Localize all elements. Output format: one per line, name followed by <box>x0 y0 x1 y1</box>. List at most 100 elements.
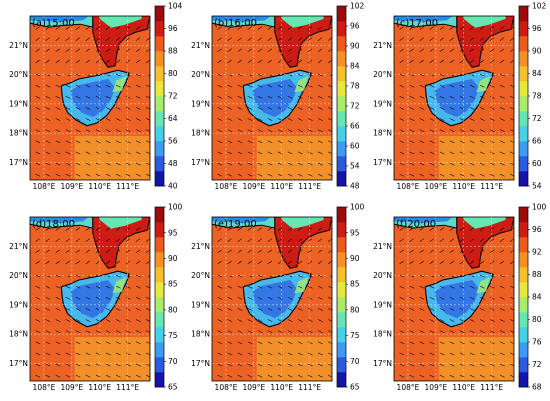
lat-tick-label: 17°N <box>191 158 210 167</box>
panel-title: (e)19:00 <box>214 219 257 230</box>
colorbar-segment <box>337 342 346 358</box>
lat-tick-label: 18°N <box>9 129 28 138</box>
colorbar-segment <box>519 267 528 283</box>
colorbar-segment <box>337 51 346 67</box>
panel-title: (b)16:00 <box>214 18 257 29</box>
southern-high-band <box>438 337 514 381</box>
colorbar-segment <box>337 267 346 283</box>
lon-tick-label: 110°E <box>452 383 475 392</box>
colorbar-segment <box>155 156 164 172</box>
panel-svg: (d)18:00 21°N 20°N 19°N 18°N 17°N 108°E 109°E 11… <box>9 203 183 392</box>
colorbar-segment <box>337 171 346 187</box>
lat-tick-label: 21°N <box>9 242 28 251</box>
map-field <box>212 217 332 381</box>
colorbar-tick-label: 80 <box>168 305 178 314</box>
colorbar-segment <box>519 6 528 22</box>
colorbar-segment <box>337 156 346 172</box>
colorbar-tick-label: 48 <box>168 159 178 168</box>
colorbar-tick-label: 80 <box>168 69 178 78</box>
lat-tick-label: 19°N <box>9 300 28 309</box>
panel-svg: (c)17:00 21°N 20°N 19°N 18°N 17°N 108°E 109°E 11… <box>373 2 547 191</box>
colorbar-tick-label: 75 <box>168 331 178 340</box>
lon-tick-label: 109°E <box>60 182 83 191</box>
lon-tick-label: 110°E <box>452 182 475 191</box>
map-frame <box>29 15 151 181</box>
map-frame <box>393 216 515 382</box>
colorbar-segment <box>155 81 164 97</box>
colorbar-segment <box>519 342 528 358</box>
colorbar-segment <box>337 81 346 97</box>
colorbar-tick-label: 90 <box>168 254 178 263</box>
lat-tick-label: 17°N <box>9 158 28 167</box>
colorbar-tick-label: 40 <box>168 182 178 191</box>
island-interior <box>70 280 116 318</box>
colorbar-segment <box>519 312 528 328</box>
colorbar-tick-label: 100 <box>168 203 183 212</box>
lat-tick-label: 18°N <box>191 330 210 339</box>
lat-tick-label: 18°N <box>9 330 28 339</box>
colorbar-segment <box>155 21 164 37</box>
panel-svg: (a)15:00 21°N 20°N 19°N 18°N 17°N 108°E 109°E 11… <box>9 2 183 191</box>
gridlines <box>212 217 332 381</box>
colorbar-segment <box>519 96 528 112</box>
lon-tick-label: 111°E <box>298 182 321 191</box>
colorbar-tick-label: 85 <box>350 280 360 289</box>
island-interior <box>434 79 480 117</box>
colorbar-tick-label: 95 <box>168 228 178 237</box>
panel-title: (d)18:00 <box>32 219 75 230</box>
panel-a: (a)15:00 21°N 20°N 19°N 18°N 17°N 108°E 109°E 11… <box>2 2 184 198</box>
colorbar-tick-label: 84 <box>532 293 542 302</box>
colorbar-tick-label: 72 <box>350 102 360 111</box>
colorbar-segment <box>519 111 528 127</box>
lon-tick-label: 111°E <box>116 182 139 191</box>
panel-title: (f)20:00 <box>396 219 436 230</box>
colorbar-segment <box>519 372 528 388</box>
map-frame <box>29 216 151 382</box>
lat-tick-label: 19°N <box>191 99 210 108</box>
colorbar-segment <box>155 297 164 313</box>
lon-tick-label: 111°E <box>116 383 139 392</box>
lat-tick-label: 17°N <box>191 359 210 368</box>
colorbar-segment <box>519 207 528 223</box>
colorbar-tick-label: 104 <box>168 2 183 11</box>
lat-tick-label: 21°N <box>373 242 392 251</box>
gridlines <box>212 16 332 180</box>
colorbar-tick-label: 84 <box>532 69 542 78</box>
colorbar-tick-label: 95 <box>350 228 360 237</box>
colorbar-tick-label: 102 <box>350 2 365 11</box>
lon-tick-label: 110°E <box>270 383 293 392</box>
colorbar-segment <box>155 252 164 268</box>
colorbar-segment <box>519 51 528 67</box>
colorbar-segment <box>337 21 346 37</box>
colorbar-segment <box>155 126 164 142</box>
colorbar-tick-label: 70 <box>350 357 360 366</box>
lon-tick-label: 110°E <box>88 383 111 392</box>
colorbar-segment <box>337 297 346 313</box>
island-interior <box>252 79 298 117</box>
panel-title: (a)15:00 <box>32 18 75 29</box>
lon-tick-label: 110°E <box>270 182 293 191</box>
wind-vectors <box>399 26 514 177</box>
lat-tick-label: 20°N <box>9 70 28 79</box>
colorbar-tick-label: 88 <box>168 47 178 56</box>
colorbar-segment <box>519 66 528 82</box>
panel-e: (e)19:00 21°N 20°N 19°N 18°N 17°N 108°E 109°E 11… <box>184 203 366 399</box>
colorbar-segment <box>155 267 164 283</box>
map-field <box>394 217 514 381</box>
colorbar-tick-label: 48 <box>350 182 360 191</box>
colorbar: 102 96 90 84 78 72 66 60 54 <box>518 2 547 191</box>
colorbar-segment <box>337 372 346 388</box>
colorbar-segment <box>337 282 346 298</box>
lat-tick-label: 20°N <box>191 70 210 79</box>
colorbar-segment <box>155 327 164 343</box>
lon-tick-label: 108°E <box>215 182 238 191</box>
gridlines <box>394 217 514 381</box>
lat-tick-label: 17°N <box>373 359 392 368</box>
lon-tick-label: 108°E <box>33 182 56 191</box>
lon-tick-label: 109°E <box>60 383 83 392</box>
lat-tick-label: 20°N <box>191 271 210 280</box>
lon-tick-label: 110°E <box>88 182 111 191</box>
colorbar-segment <box>337 111 346 127</box>
colorbar-tick-label: 90 <box>350 42 360 51</box>
southern-high-band <box>256 136 332 180</box>
